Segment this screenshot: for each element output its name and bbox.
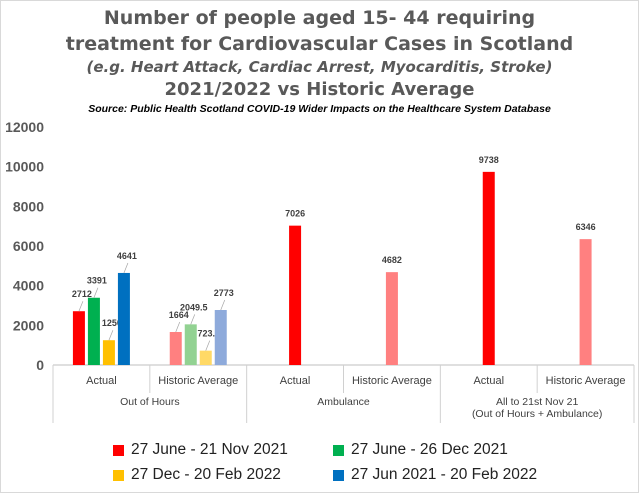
legend-label: 27 June - 26 Dec 2021	[351, 441, 508, 458]
x-category-label: Historic Average	[158, 375, 238, 387]
x-group-label-line-2: (Out of Hours + Ambulance)	[472, 408, 602, 420]
data-label: 9738	[479, 155, 499, 165]
bar-out-historic	[199, 350, 212, 365]
chart-subtitle-examples: (e.g. Heart Attack, Cardiac Arrest, Myoc…	[86, 58, 553, 76]
bar-out-actual	[87, 297, 100, 365]
x-group-label: Ambulance	[317, 396, 370, 408]
data-label-leader	[205, 340, 211, 351]
bar-out-historic	[214, 310, 227, 365]
legend-swatch-blue	[333, 469, 344, 481]
legend-swatch-green	[333, 444, 344, 456]
legend-label: 27 June - 21 Nov 2021	[131, 441, 288, 458]
data-label: 4682	[382, 255, 402, 265]
x-category-label: Actual	[473, 375, 504, 387]
bar-all-historic	[579, 239, 592, 365]
data-label-leader	[190, 314, 196, 325]
legend-swatch-yellow	[113, 469, 124, 481]
chart-title-line-2: treatment for Cardiovascular Cases in Sc…	[65, 33, 574, 55]
legend-item-series-2: 27 June - 26 Dec 2021	[333, 441, 508, 459]
legend-label: 27 Dec - 20 Feb 2022	[131, 466, 281, 483]
legend-item-series-1: 27 June - 21 Nov 2021	[113, 441, 288, 459]
x-group-label: All to 21st Nov 21	[496, 396, 578, 408]
data-label-leader	[78, 301, 84, 312]
x-category-label: Historic Average	[546, 375, 626, 387]
x-category-label: Actual	[280, 375, 311, 387]
data-label: 2773	[214, 288, 234, 298]
data-label: 7026	[285, 209, 305, 219]
data-label: 3391	[87, 276, 107, 286]
legend-item-series-4: 27 Jun 2021 - 20 Feb 2022	[333, 466, 537, 484]
chart-title-line-1: Number of people aged 15- 44 requiring	[103, 7, 536, 29]
data-label-leader	[108, 330, 114, 341]
data-label: 1250	[102, 318, 122, 328]
bar-out-actual	[72, 311, 85, 365]
data-label: 4641	[117, 251, 137, 261]
data-label-leader	[220, 299, 226, 311]
y-tick-label: 4000	[13, 278, 44, 294]
y-tick-label: 8000	[13, 198, 44, 214]
bar-ambulance-actual	[289, 225, 302, 365]
chart-title-comparison: 2021/2022 vs Historic Average	[164, 79, 475, 100]
bar-out-actual	[117, 272, 130, 365]
bar-out-historic	[169, 331, 182, 365]
x-group-label: Out of Hours	[120, 396, 180, 408]
bar-out-actual	[102, 340, 115, 365]
x-category-label: Actual	[86, 375, 117, 387]
bar-all-actual	[482, 171, 495, 365]
data-label: 2049.5	[180, 302, 208, 312]
data-label-leader	[123, 262, 129, 274]
legend-item-series-3: 27 Dec - 20 Feb 2022	[113, 466, 281, 484]
data-label: 723.5	[197, 329, 220, 339]
data-label: 1664	[169, 310, 189, 320]
data-label: 2712	[72, 289, 92, 299]
data-label-leader	[175, 321, 181, 333]
data-label-leader	[93, 287, 99, 298]
data-label: 6346	[576, 222, 596, 232]
y-tick-label: 10000	[5, 159, 44, 175]
y-tick-label: 0	[36, 357, 44, 373]
legend-swatch-red	[113, 444, 124, 456]
y-tick-label: 2000	[13, 317, 44, 333]
bar-ambulance-historic	[385, 272, 398, 365]
bar-out-historic	[184, 324, 197, 365]
legend-label: 27 Jun 2021 - 20 Feb 2022	[351, 466, 538, 483]
y-tick-label: 12000	[5, 119, 44, 135]
chart-source-note: Source: Public Health Scotland COVID-19 …	[88, 103, 551, 115]
y-tick-label: 6000	[13, 238, 44, 254]
x-category-label: Historic Average	[352, 375, 432, 387]
